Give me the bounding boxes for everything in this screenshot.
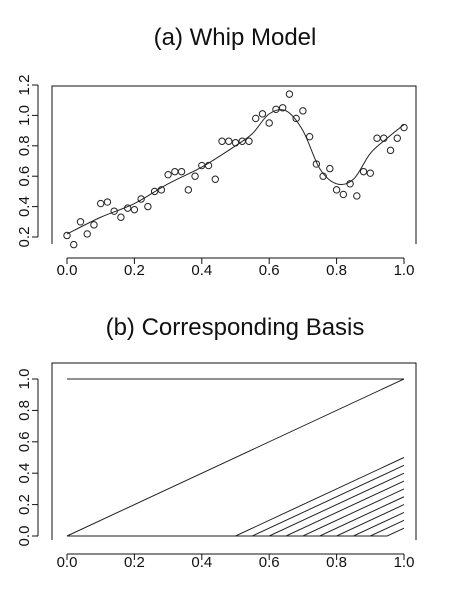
chart-a-data-point xyxy=(245,137,253,145)
chart-a-data-point xyxy=(278,104,287,112)
chart-a-data-point xyxy=(326,164,334,173)
chart-a-plot-frame xyxy=(51,85,417,244)
chart-b-y-tick-label: 0.6 xyxy=(16,431,33,452)
chart-a-data-point xyxy=(258,110,267,118)
chart-a-title: (a) Whip Model xyxy=(153,24,317,51)
chart-a-data-point xyxy=(164,170,172,179)
chart-a-y-tick-label: 0.4 xyxy=(16,196,33,217)
chart-a-data-point xyxy=(292,114,300,123)
chart-a-data-point xyxy=(184,186,193,194)
chart-b-plot-frame xyxy=(51,362,417,540)
chart-a-data-point xyxy=(359,167,368,176)
chart-a-data-point xyxy=(339,190,348,199)
chart-a-data-point xyxy=(83,230,91,238)
chart-a-data-point xyxy=(231,139,240,147)
chart-a-x-tick-label: 0.0 xyxy=(57,262,78,279)
chart-a-data-point xyxy=(393,134,401,142)
chart-b-x-tick-label: 0.2 xyxy=(124,554,145,571)
chart-a-data-point xyxy=(299,107,307,115)
chart-a-x-tick-label: 0.2 xyxy=(124,262,145,279)
chart-a-data-point xyxy=(353,192,361,200)
chart-a-y-tick-label: 0.6 xyxy=(16,166,33,187)
chart-a-data-point xyxy=(137,195,145,203)
chart-a-x-tick-label: 0.8 xyxy=(326,262,347,279)
chart-a-fitted-curve xyxy=(66,109,405,235)
chart-a-data-point xyxy=(252,114,260,123)
chart-a-data-point xyxy=(150,187,159,196)
chart-a-data-point xyxy=(130,205,139,214)
chart-b-title: (b) Corresponding Basis xyxy=(105,314,365,341)
chart-a-x-tick-label: 0.6 xyxy=(259,262,280,279)
chart-a-data-point xyxy=(103,198,112,206)
chart-a-x-tick-label: 0.4 xyxy=(191,262,212,279)
chart-a-data-point xyxy=(386,146,395,155)
chart-a-y-tick-label: 0.2 xyxy=(16,227,33,248)
chart-b-y-tick-label: 0.2 xyxy=(16,494,33,515)
chart-a-data-point xyxy=(90,221,98,229)
chart-a-data-point xyxy=(218,137,226,145)
chart-a-x-tick-label: 1.0 xyxy=(394,262,415,279)
chart-a-data-point xyxy=(285,90,294,98)
chart-a-data-point xyxy=(63,231,71,240)
chart-a-data-point xyxy=(177,167,186,176)
chart-b-x-tick-label: 0.6 xyxy=(259,554,280,571)
chart-a-data-point xyxy=(366,169,374,177)
chart-b-basis-hinge xyxy=(67,496,405,537)
chart-a-data-point xyxy=(400,123,408,132)
chart-b-plot: 0.0 0.2 0.4 0.6 0.8 1.0 0.0 0.2 0.4 0.6 0.8 1.0 xyxy=(16,362,417,571)
chart-b-basis-hinge xyxy=(67,511,405,537)
chart-b-x-tick-label: 0.0 xyxy=(57,554,78,571)
chart-a-data-point xyxy=(265,119,273,127)
chart-a-y-tick-label: 1.0 xyxy=(16,105,33,126)
chart-b-y-tick-label: 0.4 xyxy=(16,463,33,484)
chart-a-data-point xyxy=(211,175,219,183)
chart-b-x-tick-label: 0.8 xyxy=(326,554,347,571)
chart-b-x-tick-label: 1.0 xyxy=(394,554,415,571)
chart-a-data-point xyxy=(117,213,125,221)
chart-b-basis-hinge xyxy=(67,527,405,537)
chart-a-data-point xyxy=(97,199,105,208)
chart-b-y-tick-label: 0.8 xyxy=(16,400,33,421)
chart-a-y-tick-label: 1.2 xyxy=(16,75,33,96)
chart-a-data-point xyxy=(70,240,78,249)
chart-a-data-point xyxy=(191,172,199,180)
chart-a-data-point xyxy=(225,137,233,145)
chart-b-y-tick-label: 1.0 xyxy=(16,369,33,390)
chart-a-y-tick-label: 0.8 xyxy=(16,135,33,156)
chart-a-data-point xyxy=(144,202,152,211)
chart-a-data-point xyxy=(171,167,179,176)
chart-a-data-point xyxy=(332,186,341,194)
chart-b-x-tick-label: 0.4 xyxy=(191,554,212,571)
chart-a-data-point xyxy=(76,218,85,226)
chart-a-plot: 0.0 0.2 0.4 0.6 0.8 1.0 0.2 0.4 0.6 0.8 1.0 1.2 xyxy=(16,75,417,279)
chart-b-basis-hinge xyxy=(67,464,405,537)
chart-b-y-tick-label: 0.0 xyxy=(16,526,33,547)
chart-b-basis-linear xyxy=(66,378,405,537)
chart-a-data-point xyxy=(373,134,381,142)
